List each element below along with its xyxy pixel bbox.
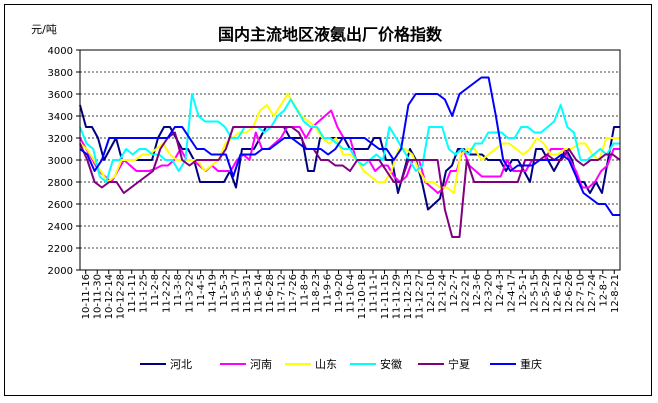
y-tick-label: 2000 (48, 266, 73, 277)
x-tick-label: 12-8-21 (610, 274, 621, 313)
x-tick-label: 11-4-5 (196, 274, 207, 307)
x-tick-label: 11-5-17 (231, 274, 242, 313)
x-tick-label: 12-5-29 (541, 274, 552, 313)
x-tick-label: 11-10-18 (357, 274, 368, 319)
legend-label: 宁夏 (448, 357, 470, 371)
x-tick-label: 11-9-20 (334, 274, 345, 313)
y-tick-label: 2600 (48, 200, 73, 211)
x-tick-label: 12-2-7 (449, 274, 460, 307)
x-tick-label: 11-11-1 (369, 274, 380, 313)
series-line-2 (79, 93, 620, 194)
x-tick-label: 12-1-10 (426, 274, 437, 313)
x-tick-label: 11-1-25 (139, 274, 150, 313)
x-tick-label: 11-11-29 (392, 274, 403, 319)
x-tick-label: 11-4-19 (208, 274, 219, 313)
x-tick-label: 12-5-1 (518, 274, 529, 307)
x-tick-label: 12-8-7 (598, 274, 609, 307)
x-tick-label: 12-3-6 (472, 274, 483, 307)
legend-label: 河南 (250, 358, 272, 371)
x-tick-label: 12-2-21 (460, 274, 471, 313)
x-tick-label: 12-6-26 (564, 274, 575, 313)
y-tick-label: 4000 (48, 46, 73, 57)
x-tick-label: 10-11-16 (81, 274, 92, 319)
y-tick-label: 3800 (48, 68, 73, 79)
x-tick-labels: 10-11-16 10-11-30 10-12-14 10-12-28 11-1-11 1… (81, 270, 621, 319)
legend-label: 河北 (170, 358, 192, 371)
y-tick-label: 2200 (48, 244, 73, 255)
chart-title: 国内主流地区液氨出厂价格指数 (218, 25, 443, 44)
y-tick-label: 2400 (48, 222, 73, 233)
series-line-5 (79, 76, 620, 216)
x-tick-label: 12-7-24 (587, 274, 598, 313)
series-line-4 (79, 126, 621, 238)
x-tick-label: 11-5-3 (219, 274, 230, 307)
y-axis-label: 元/吨 (31, 23, 57, 36)
x-tick-label: 11-1-11 (127, 274, 138, 313)
legend: 河北 河南 山东 安徽 宁夏 重庆 (140, 357, 542, 371)
x-tick-label: 11-10-4 (346, 274, 357, 313)
y-tick-label: 3000 (48, 156, 73, 167)
legend-label: 重庆 (520, 357, 542, 371)
y-tick-label: 2800 (48, 178, 73, 189)
y-tick-label: 3200 (48, 134, 73, 145)
x-tick-label: 11-2-8 (150, 274, 161, 307)
x-tick-label: 12-3-20 (483, 274, 494, 313)
x-tick-label: 11-6-28 (265, 274, 276, 313)
y-tick-labels: 2000 2200 2400 2600 2800 3000 3200 3400 3600 3800… (48, 46, 80, 277)
x-tick-label: 12-4-3 (495, 274, 506, 307)
x-tick-label: 12-6-12 (552, 274, 563, 313)
series-line-3 (79, 93, 620, 183)
x-tick-label: 11-7-12 (277, 274, 288, 313)
x-tick-label: 11-7-26 (288, 274, 299, 313)
x-tick-label: 11-8-9 (300, 274, 311, 307)
y-tick-label: 3400 (48, 112, 73, 123)
x-tick-label: 11-12-27 (414, 274, 425, 319)
x-tick-label: 11-2-22 (162, 274, 173, 313)
x-tick-label: 11-3-8 (173, 274, 184, 307)
chart-frame (4, 4, 652, 396)
x-tick-label: 11-3-22 (185, 274, 196, 313)
plot-area (79, 49, 621, 271)
x-tick-label: 10-12-28 (116, 274, 127, 319)
y-tick-label: 3600 (48, 90, 73, 101)
x-tick-label: 12-4-17 (506, 274, 517, 313)
x-tick-label: 12-5-15 (529, 274, 540, 313)
x-tick-label: 11-6-14 (254, 274, 265, 313)
x-tick-label: 10-12-14 (104, 274, 115, 319)
x-tick-label: 11-11-15 (380, 274, 391, 319)
x-tick-label: 11-12-13 (403, 274, 414, 319)
x-tick-label: 10-11-30 (93, 274, 104, 319)
series-lines (79, 76, 621, 238)
legend-label: 山东 (315, 358, 337, 371)
series-line-1 (79, 109, 620, 194)
x-tick-label: 12-1-24 (437, 274, 448, 313)
x-tick-label: 12-7-10 (575, 274, 586, 313)
x-tick-label: 11-5-31 (242, 274, 253, 313)
x-tick-label: 11-9-6 (323, 274, 334, 307)
x-tick-label: 11-8-23 (311, 274, 322, 313)
legend-label: 安徽 (380, 357, 402, 371)
